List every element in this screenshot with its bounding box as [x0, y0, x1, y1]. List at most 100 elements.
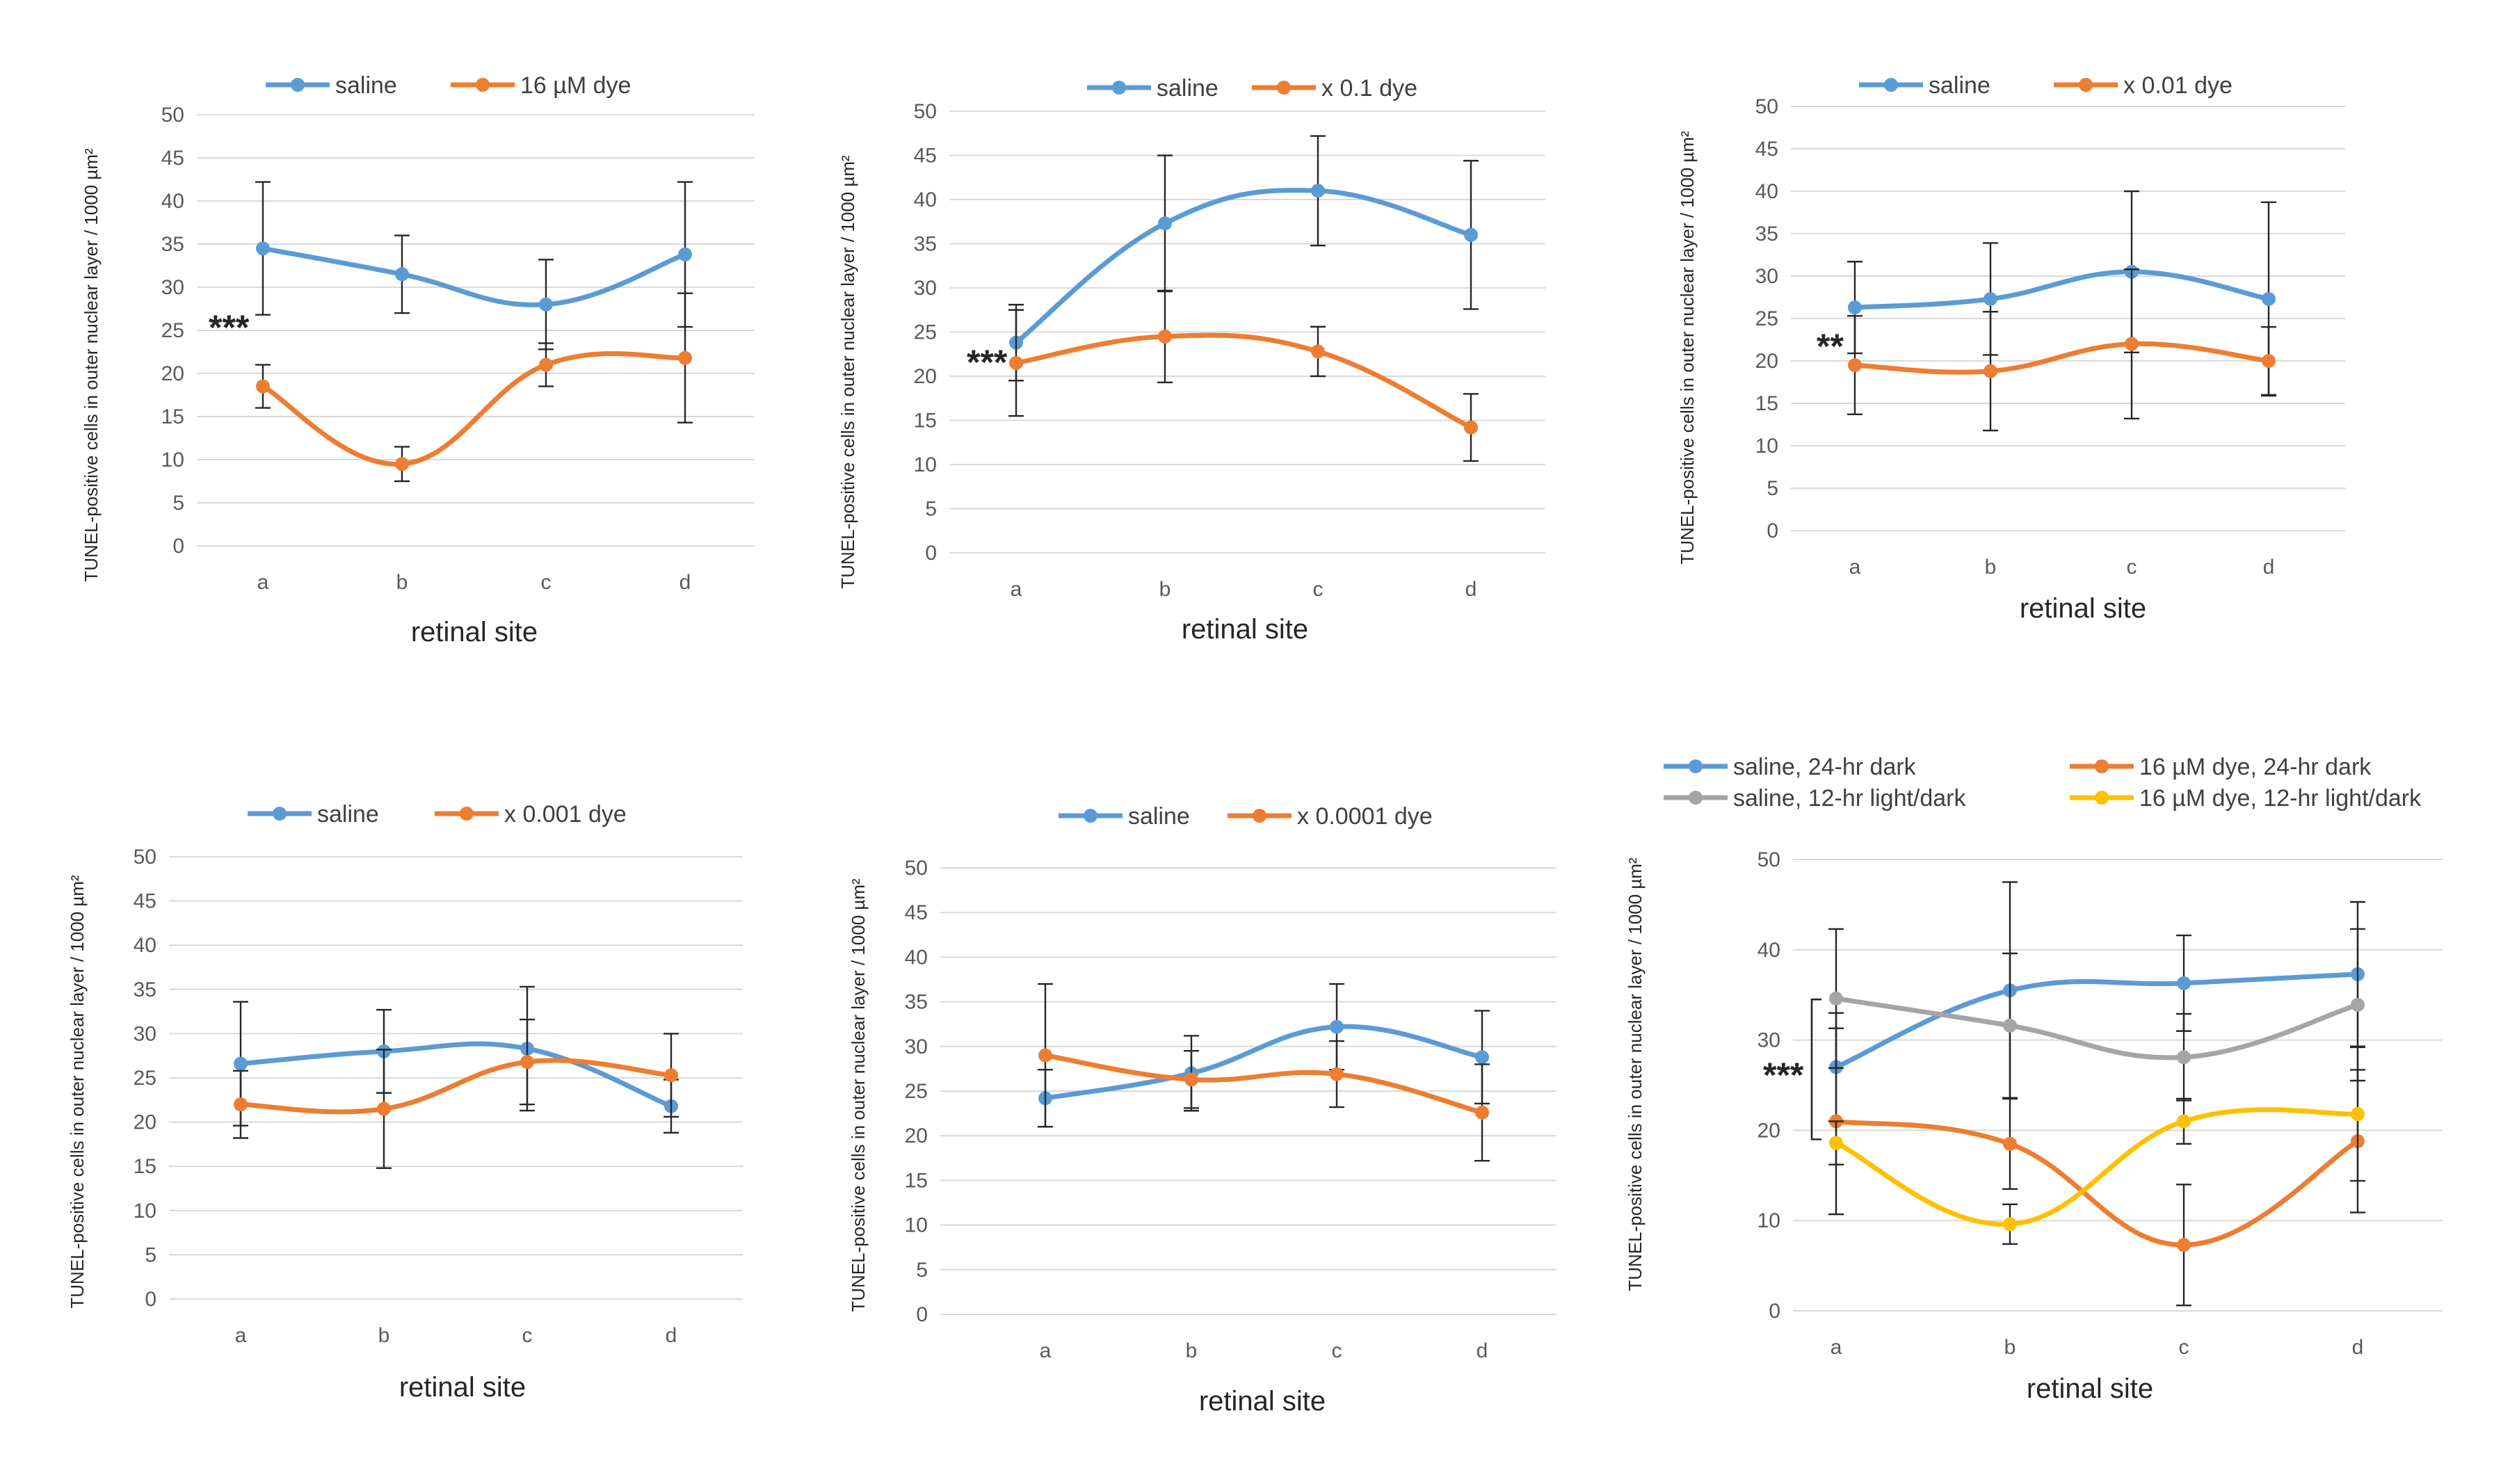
chart-panel-1: 0 5 10 15 20 25 30 35 40 45 50 a b c d retinal site TUNE… — [81, 72, 755, 647]
data-point — [2351, 1107, 2365, 1122]
legend-swatch-marker — [1689, 759, 1703, 773]
x-tick-label: d — [679, 571, 691, 594]
y-tick-label: 10 — [161, 449, 184, 471]
y-tick-label: 45 — [905, 901, 928, 924]
y-tick-label: 30 — [1757, 1029, 1780, 1052]
legend-swatch-marker — [1112, 81, 1126, 95]
legend-item: x 0.0001 dye — [1228, 803, 1433, 830]
legend-label: saline — [1157, 75, 1218, 102]
y-axis-label: TUNEL-positive cells in outer nuclear la… — [1677, 131, 1698, 565]
y-tick-label: 0 — [1769, 1300, 1780, 1323]
legend-swatch-marker — [2095, 791, 2109, 805]
series-line-2 — [260, 351, 688, 467]
data-point — [256, 379, 270, 394]
y-tick-label: 35 — [914, 233, 937, 256]
data-point — [1330, 1067, 1344, 1081]
legend-label: saline — [1929, 72, 1990, 99]
data-point — [2262, 291, 2276, 306]
legend-item: saline — [1087, 75, 1218, 102]
data-point — [1464, 420, 1478, 435]
significance-annotation: *** — [967, 343, 1008, 382]
y-tick-label: 0 — [916, 1303, 928, 1326]
y-tick-label: 5 — [145, 1243, 156, 1266]
chart-panel-4: 0 5 10 15 20 25 30 35 40 45 50 a b c d retinal site TUNE… — [67, 801, 743, 1403]
y-tick-label: 25 — [914, 321, 937, 344]
data-point — [2177, 1238, 2191, 1252]
data-point — [1184, 1072, 1198, 1087]
x-tick-label: b — [2004, 1336, 2016, 1359]
data-point — [395, 267, 409, 282]
x-tick-label: d — [1465, 578, 1477, 601]
y-tick-label: 35 — [905, 991, 928, 1014]
data-point — [1829, 1136, 1843, 1150]
series-line-1 — [1833, 971, 2360, 1070]
legend-swatch-marker — [1884, 78, 1898, 92]
legend-label: saline — [335, 72, 397, 99]
y-tick-label: 20 — [134, 1111, 156, 1134]
data-point — [678, 247, 692, 261]
y-tick-label: 0 — [1767, 519, 1778, 542]
x-axis-label: retinal site — [2020, 593, 2146, 624]
y-tick-label: 45 — [161, 147, 184, 170]
x-tick-label: b — [396, 571, 408, 594]
data-point — [395, 457, 409, 471]
y-tick-label: 20 — [914, 365, 937, 388]
data-point — [2003, 1136, 2017, 1151]
legend-label: x 0.001 dye — [504, 801, 627, 828]
data-point — [539, 297, 553, 312]
y-tick-label: 10 — [1755, 435, 1778, 458]
data-point — [256, 241, 270, 256]
y-tick-label: 35 — [1755, 223, 1778, 245]
data-point — [2262, 354, 2276, 368]
y-tick-label: 20 — [1755, 350, 1778, 373]
y-tick-label: 5 — [916, 1259, 928, 1282]
legend-swatch-marker — [1253, 809, 1266, 823]
significance-bracket — [1810, 998, 1821, 1140]
y-tick-label: 25 — [161, 319, 184, 342]
y-tick-label: 25 — [905, 1080, 928, 1103]
legend-label: 16 µM dye, 24-hr dark — [2139, 754, 2372, 780]
data-point — [234, 1056, 248, 1071]
data-point — [1475, 1050, 1489, 1065]
x-tick-label: c — [541, 571, 552, 594]
legend-swatch-marker — [2095, 759, 2109, 773]
data-point — [2351, 997, 2365, 1012]
series-line-2 — [1852, 341, 2271, 375]
y-tick-label: 15 — [1755, 392, 1778, 415]
y-tick-label: 10 — [914, 453, 937, 476]
legend-swatch-marker — [291, 78, 305, 92]
y-tick-label: 25 — [1755, 307, 1778, 330]
data-point — [2177, 1114, 2191, 1129]
data-point — [1475, 1105, 1489, 1120]
data-point — [1984, 364, 1997, 378]
data-point — [234, 1097, 248, 1112]
legend-label: 16 µM dye — [520, 72, 631, 99]
y-tick-label: 5 — [1767, 477, 1778, 500]
y-tick-label: 5 — [172, 492, 184, 515]
x-axis-label: retinal site — [399, 1372, 526, 1403]
y-tick-label: 40 — [1755, 180, 1778, 203]
data-point — [1984, 291, 1997, 306]
x-tick-label: d — [666, 1324, 677, 1347]
series-line-3 — [1833, 996, 2360, 1060]
y-tick-label: 40 — [161, 190, 184, 213]
legend-item: 16 µM dye, 12-hr light/dark — [2070, 785, 2422, 812]
series-line-2 — [238, 1058, 674, 1115]
x-axis-label: retinal site — [411, 617, 538, 647]
data-point — [2003, 1217, 2017, 1232]
data-point — [1829, 991, 1843, 1006]
y-tick-label: 45 — [914, 145, 937, 168]
y-tick-label: 40 — [914, 188, 937, 211]
y-tick-label: 0 — [925, 542, 937, 565]
x-tick-label: c — [522, 1324, 533, 1347]
significance-annotation: *** — [209, 308, 250, 347]
x-tick-label: d — [2352, 1336, 2364, 1359]
chart-panel-5: 0 5 10 15 20 25 30 35 40 45 50 a b c d retinal site TUNE… — [848, 803, 1556, 1417]
x-tick-label: a — [1040, 1339, 1052, 1362]
legend-swatch-marker — [476, 78, 490, 92]
y-tick-label: 30 — [914, 277, 937, 300]
x-tick-label: c — [1332, 1339, 1342, 1362]
x-tick-label: d — [2263, 556, 2275, 579]
y-axis-label: TUNEL-positive cells in outer nuclear la… — [81, 148, 102, 582]
